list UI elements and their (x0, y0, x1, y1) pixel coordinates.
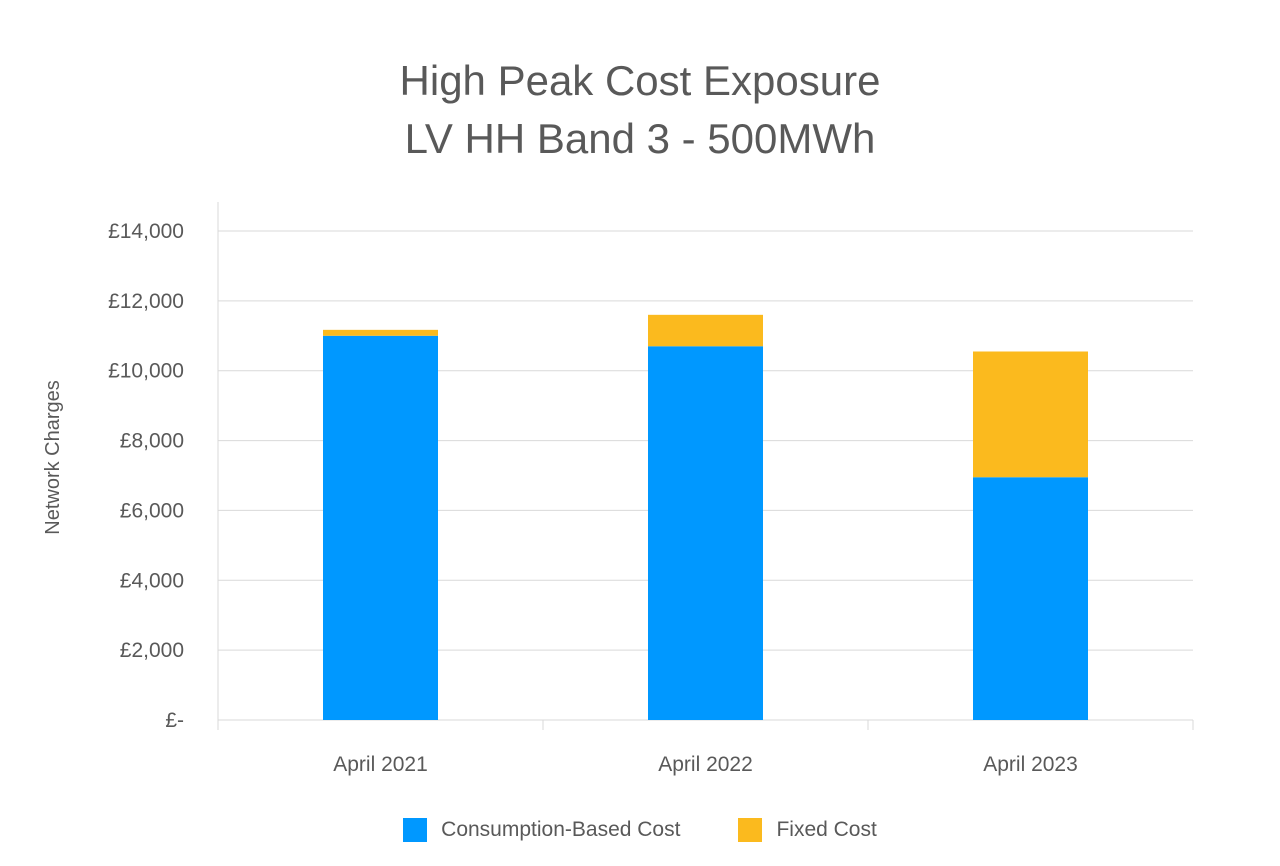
legend-swatch-consumption (403, 818, 428, 842)
y-tick-label: £12,000 (108, 290, 184, 313)
x-tick-label: April 2021 (333, 753, 428, 776)
legend-item-fixed: Fixed Cost (738, 818, 877, 842)
legend-item-consumption: Consumption-Based Cost (403, 818, 680, 842)
y-tick-label: £4,000 (120, 569, 184, 592)
y-tick-label: £6,000 (120, 499, 184, 522)
legend-label-consumption: Consumption-Based Cost (441, 818, 681, 841)
bar-fixed-1 (323, 329, 438, 336)
x-tick-label: April 2022 (658, 753, 753, 776)
chart-title-line-2: LV HH Band 3 - 500MWh (404, 115, 876, 162)
y-tick-label: £14,000 (108, 220, 184, 243)
y-tick-label: £2,000 (120, 639, 184, 662)
y-tick-label: £8,000 (120, 430, 184, 453)
bar-consumption-3 (973, 477, 1088, 720)
chart-title: High Peak Cost Exposure LV HH Band 3 - 5… (0, 52, 1280, 168)
bar-consumption-1 (323, 335, 438, 720)
legend-swatch-fixed (738, 818, 763, 842)
chart-legend: Consumption-Based Cost Fixed Cost (0, 818, 1280, 842)
chart-title-line-1: High Peak Cost Exposure (399, 57, 881, 104)
bar-fixed-2 (648, 314, 763, 347)
y-tick-label: £10,000 (108, 360, 184, 383)
bar-fixed-3 (973, 351, 1088, 478)
x-tick-label: April 2023 (983, 753, 1078, 776)
bar-consumption-2 (648, 346, 763, 720)
y-tick-label: £- (165, 709, 184, 732)
legend-label-fixed: Fixed Cost (776, 818, 877, 841)
y-axis-title: Network Charges (42, 380, 64, 535)
